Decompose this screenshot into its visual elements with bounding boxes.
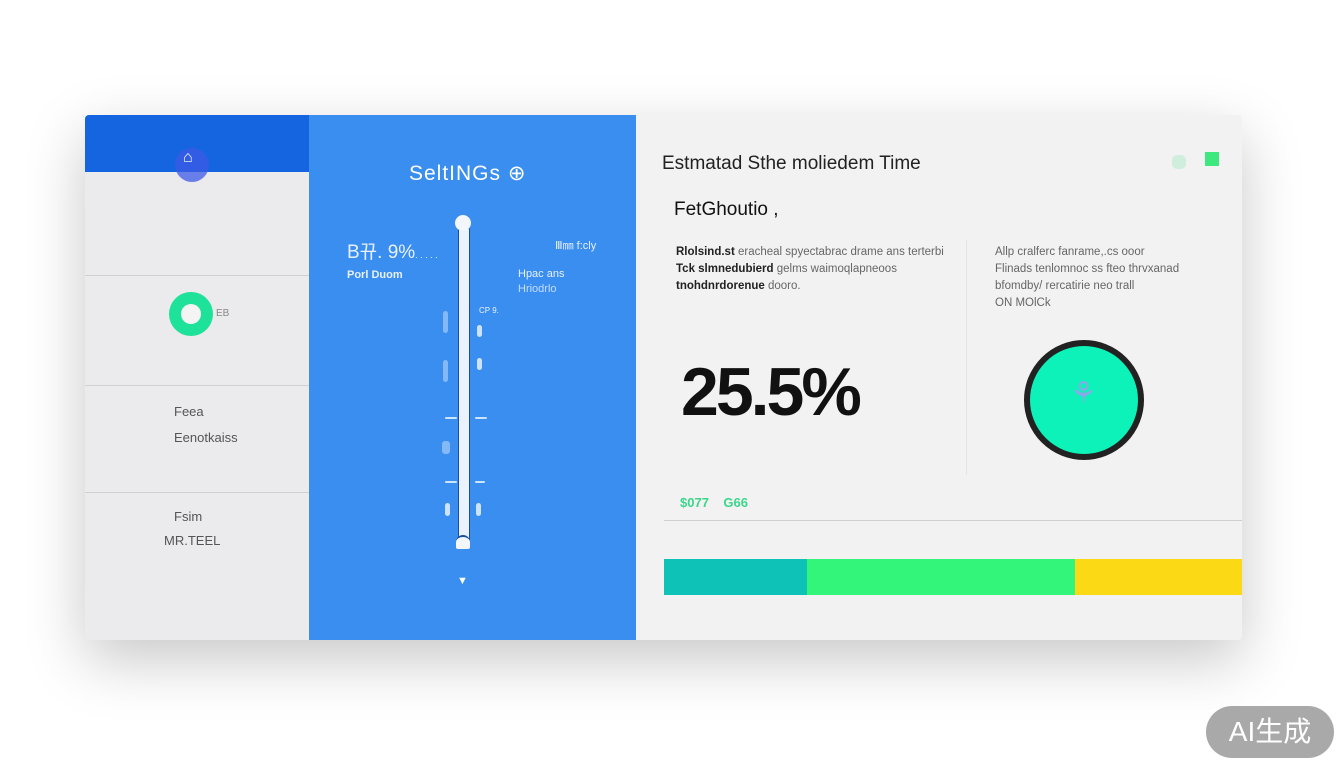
watermark: AI生成 <box>1206 706 1334 758</box>
left-value-suffix: . . . . . <box>415 250 438 260</box>
sidebar: ⌂ EB Feea Eenotkaiss Fsim MR.TEEL <box>85 115 310 640</box>
divider <box>85 385 309 386</box>
progress-segment <box>664 559 807 595</box>
avatar[interactable] <box>169 292 213 336</box>
right-label: Ⅲ㎜ f:cly <box>555 240 597 252</box>
vertical-slider-track[interactable] <box>458 227 470 547</box>
tick-mark <box>477 358 482 370</box>
settings-panel: SeltINGs ⊕ B뀨. 9%. . . . . Porl Duom Ⅲ㎜ … <box>309 115 636 640</box>
segmented-progress-bar <box>664 559 1242 595</box>
tick-mark <box>445 417 457 419</box>
stat-value: G66 <box>723 495 748 510</box>
globe-icon: ⊕ <box>507 162 527 185</box>
tick-label: CP 9. <box>479 306 499 315</box>
status-circle[interactable]: ⚘ <box>1024 340 1144 460</box>
status-icon[interactable] <box>1172 155 1186 169</box>
app-logo-glyph: ⌂ <box>183 149 193 166</box>
page-title: Estmatad Sthe moliedem Time <box>662 153 921 174</box>
progress-segment <box>1074 559 1242 595</box>
tick-mark <box>443 311 448 333</box>
description-right: Allp cralferc fanrame,.cs ooor Flinads t… <box>995 244 1179 312</box>
right-label-2: Hpac ans <box>518 268 565 280</box>
divider <box>966 240 967 475</box>
stat-value: $077 <box>680 495 709 510</box>
settings-title: SeltINGs ⊕ <box>409 161 526 186</box>
right-label-3: Hriodrlo <box>518 283 557 295</box>
desc-text: bfomdby/ rercatirie neo trall <box>995 280 1135 292</box>
main-panel: Estmatad Sthe moliedem Time FetGhoutio ,… <box>636 115 1242 640</box>
desc-bold: tnohdnrdorenue <box>676 280 765 292</box>
desc-text: Flinads tenlomnoc ss fteo thrvxanad <box>995 263 1180 275</box>
tick-mark <box>475 481 485 483</box>
divider <box>85 275 309 276</box>
tick-mark <box>475 417 487 419</box>
left-value-text: B뀨. 9% <box>347 242 416 263</box>
desc-text: dooro. <box>768 280 801 292</box>
stats-row: $077 G66 <box>680 495 748 510</box>
description-left: Rlolsind.st eracheal spyectabrac drame a… <box>676 244 944 295</box>
big-percentage-value: 25.5% <box>681 354 862 430</box>
tick-mark <box>443 360 448 382</box>
sidebar-item-label: Feea <box>174 404 204 419</box>
desc-bold: Rlolsind.st <box>676 246 735 258</box>
tick-mark <box>477 325 482 337</box>
status-indicator-icon[interactable] <box>1205 152 1219 166</box>
slider-handle-top[interactable] <box>455 215 471 231</box>
avatar-face-icon <box>181 304 201 324</box>
desc-text: Allp cralferc fanrame,.cs ooor <box>995 246 1145 258</box>
tick-mark <box>445 481 457 483</box>
desc-bold: Tck slmnedubierd <box>676 263 774 275</box>
divider <box>664 520 1242 521</box>
avatar-tag: EB <box>216 308 230 319</box>
desc-text: eracheal spyectabrac drame ans terterbi <box>737 246 944 258</box>
progress-segment <box>806 559 1075 595</box>
slider-handle-bottom[interactable] <box>456 535 470 549</box>
tick-mark <box>445 503 450 516</box>
app-window: ⌂ EB Feea Eenotkaiss Fsim MR.TEEL SeltIN… <box>85 115 1242 640</box>
chevron-down-icon[interactable]: ▼ <box>457 575 468 587</box>
tick-mark <box>476 503 481 516</box>
figure-icon: ⚘ <box>1070 377 1097 410</box>
desc-text: gelms waimoqlapneoos <box>776 263 897 275</box>
app-logo-icon[interactable] <box>175 148 209 182</box>
desc-text: ON MOlCk <box>995 297 1051 309</box>
left-label: Porl Duom <box>347 269 403 281</box>
sidebar-item-sublabel: Eenotkaiss <box>174 430 238 445</box>
settings-title-text: SeltINGs <box>409 162 502 185</box>
section-subtitle: FetGhoutio , <box>674 199 779 220</box>
sidebar-item-label: Fsim <box>174 509 203 524</box>
divider <box>85 492 309 493</box>
left-value: B뀨. 9%. . . . . <box>347 237 438 264</box>
sidebar-item-sublabel: MR.TEEL <box>164 533 221 548</box>
tick-mark <box>442 441 450 454</box>
